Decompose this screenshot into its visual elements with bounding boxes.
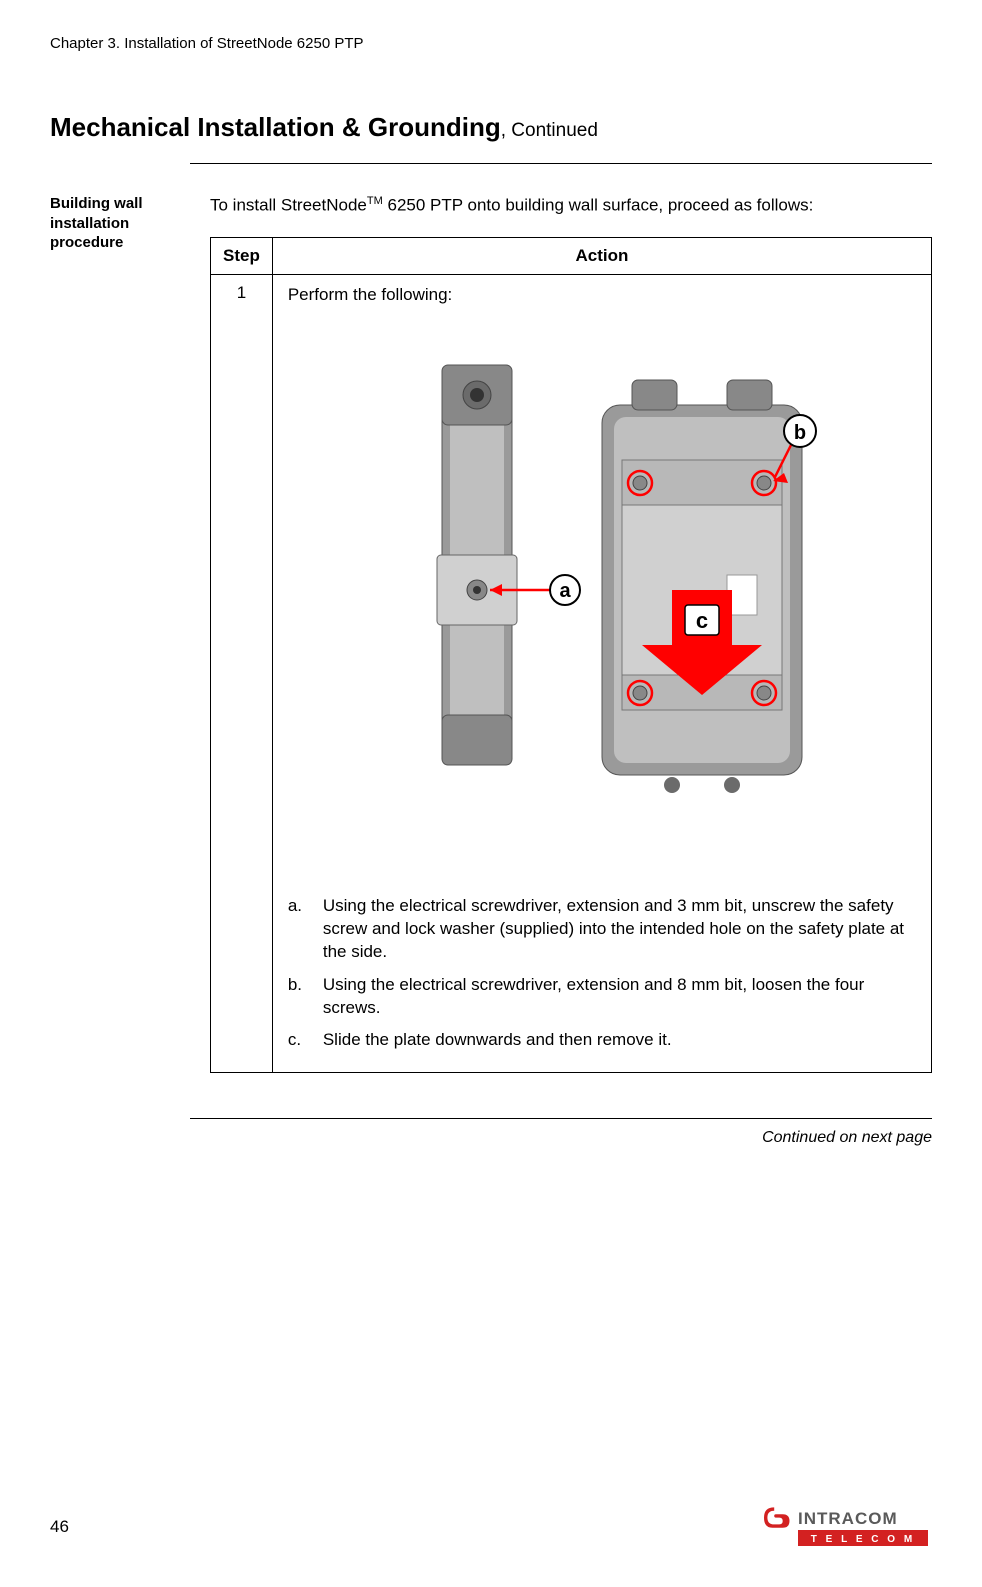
- continued-text: Continued on next page: [50, 1129, 932, 1147]
- step-number: 1: [211, 274, 273, 1073]
- substep-c: c. Slide the plate downwards and then re…: [288, 1029, 916, 1052]
- substep-b: b. Using the electrical screwdriver, ext…: [288, 974, 916, 1020]
- tm-mark: TM: [367, 195, 383, 207]
- callout-c-text: c: [696, 608, 708, 633]
- right-device: [602, 380, 802, 793]
- logo: INTRACOM T E L E C O M: [762, 1502, 932, 1552]
- callout-a-text: a: [559, 580, 571, 602]
- action-cell: Perform the following:: [272, 274, 931, 1073]
- th-action: Action: [272, 237, 931, 274]
- action-intro: Perform the following:: [288, 285, 916, 305]
- section-title-main: Mechanical Installation & Grounding: [50, 112, 501, 142]
- sidebar: Building wall installation procedure: [50, 194, 190, 1073]
- chapter-header: Chapter 3. Installation of StreetNode 62…: [50, 35, 932, 52]
- substep-a: a. Using the electrical screwdriver, ext…: [288, 895, 916, 964]
- substep-text: Slide the plate downwards and then remov…: [323, 1029, 916, 1052]
- installation-diagram: c a: [382, 345, 822, 845]
- table-row: 1 Perform the following:: [211, 274, 932, 1073]
- substep-text: Using the electrical screwdriver, extens…: [323, 895, 916, 964]
- callout-b-text: b: [794, 422, 806, 444]
- intro-text: To install StreetNodeTM 6250 PTP onto bu…: [210, 194, 932, 217]
- footer-rule: [190, 1118, 932, 1119]
- intro-part2: 6250 PTP onto building wall surface, pro…: [383, 196, 814, 215]
- substep-text: Using the electrical screwdriver, extens…: [323, 974, 916, 1020]
- substep-letter: c.: [288, 1029, 323, 1052]
- title-rule: [190, 163, 932, 164]
- page-number: 46: [50, 1517, 69, 1537]
- section-title-suffix: , Continued: [501, 120, 598, 141]
- figure-area: c a: [288, 335, 916, 855]
- intro-part1: To install StreetNode: [210, 196, 367, 215]
- substep-letter: a.: [288, 895, 323, 964]
- th-step: Step: [211, 237, 273, 274]
- sidebar-label: Building wall installation procedure: [50, 194, 190, 253]
- sub-steps: a. Using the electrical screwdriver, ext…: [288, 895, 916, 1053]
- logo-sub: T E L E C O M: [811, 1534, 915, 1545]
- page-footer: 46 INTRACOM T E L E C O M: [50, 1502, 932, 1552]
- intracom-logo-icon: INTRACOM T E L E C O M: [762, 1502, 932, 1552]
- main-content: To install StreetNodeTM 6250 PTP onto bu…: [210, 194, 932, 1073]
- section-title: Mechanical Installation & Grounding, Con…: [50, 112, 932, 143]
- step-table: Step Action 1 Perform the following:: [210, 237, 932, 1074]
- logo-brand: INTRACOM: [798, 1509, 898, 1528]
- left-bracket: [437, 365, 517, 765]
- substep-letter: b.: [288, 974, 323, 1020]
